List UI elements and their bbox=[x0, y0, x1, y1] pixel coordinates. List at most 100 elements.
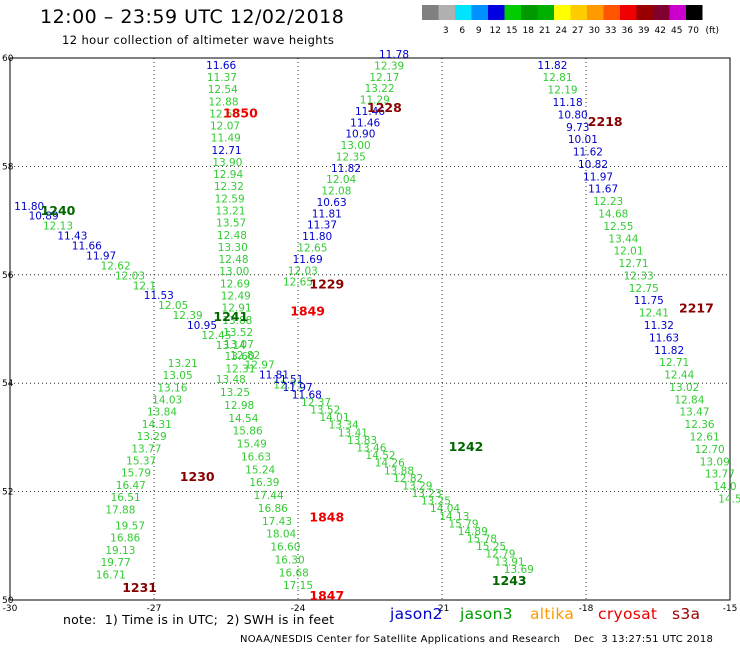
swh-value: 13.91 bbox=[495, 556, 525, 568]
pass-time-label: 1228 bbox=[367, 100, 402, 115]
swh-value: 12.1 bbox=[133, 280, 156, 292]
pass-time-label: 1230 bbox=[180, 469, 215, 484]
swh-value: 15.37 bbox=[126, 456, 156, 468]
swh-value: 11.66 bbox=[206, 60, 236, 72]
legend-tick-label: 6 bbox=[459, 26, 465, 36]
longitude-tick-label: -18 bbox=[579, 604, 594, 614]
swh-value: 18.04 bbox=[266, 529, 296, 541]
swh-value: 15.86 bbox=[233, 426, 263, 438]
swh-value: 12.84 bbox=[674, 394, 704, 406]
credit-line: NOAA/NESDIS Center for Satellite Applica… bbox=[240, 634, 714, 645]
swh-value: 12.98 bbox=[224, 400, 254, 412]
swh-value: 10.90 bbox=[345, 129, 375, 141]
swh-value: 11.18 bbox=[553, 97, 583, 109]
longitude-tick-label: -21 bbox=[435, 604, 450, 614]
swh-value: 11.81 bbox=[312, 208, 342, 220]
longitude-tick-label: -24 bbox=[291, 604, 306, 614]
swh-value: 12.03 bbox=[288, 265, 318, 277]
legend-swatch bbox=[570, 5, 587, 20]
swh-value: 12.62 bbox=[101, 260, 131, 272]
swh-value: 19.57 bbox=[115, 521, 145, 533]
legend-tick-label: 9 bbox=[476, 26, 482, 36]
swh-value: 13.00 bbox=[219, 266, 249, 278]
swh-value: 13.52 bbox=[310, 405, 340, 417]
pass-time-label: 1231 bbox=[122, 580, 157, 595]
swh-value: 12.03 bbox=[115, 270, 145, 282]
legend-tick-label: 27 bbox=[572, 26, 583, 36]
swh-value: 12.91 bbox=[222, 303, 252, 315]
swh-value: 11.63 bbox=[649, 332, 679, 344]
swh-value: 11.68 bbox=[292, 389, 322, 401]
legend-swatch bbox=[554, 5, 571, 20]
legend-tick-label: 39 bbox=[638, 26, 650, 36]
swh-value: 13.29 bbox=[402, 480, 432, 492]
swh-value: 13.07 bbox=[224, 339, 254, 351]
latitude-tick-label: 50 bbox=[2, 596, 14, 606]
swh-value: 14.54 bbox=[228, 413, 258, 425]
pass-time-label: 2218 bbox=[588, 114, 623, 129]
swh-value: 11.67 bbox=[588, 184, 618, 196]
legend-swatch bbox=[422, 5, 439, 20]
swh-value: 12.01 bbox=[613, 246, 643, 258]
pass-time-label: 1849 bbox=[290, 303, 325, 318]
swh-value: 12.65 bbox=[297, 242, 327, 254]
legend-swatch bbox=[471, 5, 488, 20]
legend-tick-label: 33 bbox=[605, 26, 616, 36]
swh-value: 13.23 bbox=[412, 488, 442, 500]
swh-value: 10.95 bbox=[187, 320, 217, 332]
page-title: 12:00 – 23:59 UTC 12/02/2018 bbox=[40, 6, 345, 28]
pass-time-label: 1847 bbox=[309, 588, 344, 603]
legend-tick-label: 18 bbox=[523, 26, 535, 36]
swh-value: 13.60 bbox=[225, 351, 255, 363]
swh-value: 11.82 bbox=[654, 345, 684, 357]
legend-tick-label: 15 bbox=[506, 26, 517, 36]
swh-value: 12.81 bbox=[542, 72, 572, 84]
swh-value: 12.37 bbox=[301, 397, 331, 409]
swh-value: 12.36 bbox=[685, 419, 715, 431]
color-scale-legend: 3 6 9 12 15 18 21 24 27 30 33 36 39 42 45 70 (ft) bbox=[422, 5, 719, 36]
legend-tick-label: 45 bbox=[671, 26, 682, 36]
swh-value: 16.63 bbox=[241, 451, 271, 463]
swh-value: 12.48 bbox=[218, 254, 248, 266]
swh-value: 11.37 bbox=[307, 220, 337, 232]
swh-value: 12.08 bbox=[321, 186, 351, 198]
swh-value: 12.41 bbox=[639, 308, 669, 320]
pass-time-label: 1229 bbox=[309, 276, 344, 291]
swh-value: 13.05 bbox=[163, 370, 193, 382]
legend-tick-label: 30 bbox=[589, 26, 601, 36]
swh-value: 13.29 bbox=[137, 431, 167, 443]
swh-value: 11.46 bbox=[350, 117, 380, 129]
swh-value: 13.88 bbox=[384, 465, 414, 477]
legend-tick-label: 3 bbox=[443, 26, 449, 36]
swh-value: 16.71 bbox=[96, 569, 126, 581]
swh-value: 15.49 bbox=[237, 439, 267, 451]
swh-value: 12.88 bbox=[208, 96, 238, 108]
satellite-jason2: jason2 bbox=[390, 605, 443, 623]
swh-value: 14.68 bbox=[598, 209, 628, 221]
swh-value: 12.94 bbox=[213, 169, 243, 181]
legend-swatch bbox=[587, 5, 604, 20]
swh-value: 16.51 bbox=[111, 492, 141, 504]
legend-swatch bbox=[521, 5, 538, 20]
swh-value: 15.79 bbox=[121, 468, 151, 480]
swh-value: 12.23 bbox=[593, 196, 623, 208]
swh-value: 12.05 bbox=[158, 300, 188, 312]
swh-value: 11.97 bbox=[86, 250, 116, 262]
swh-value: 11.80 bbox=[14, 201, 44, 213]
swh-value: 12.39 bbox=[374, 60, 404, 72]
legend-swatch bbox=[438, 5, 455, 20]
swh-value: 13.00 bbox=[341, 140, 371, 152]
swh-value: 13.02 bbox=[669, 382, 699, 394]
swh-value: 17.88 bbox=[105, 504, 135, 516]
swh-value: 12.32 bbox=[214, 181, 244, 193]
pass-time-label: 1243 bbox=[492, 573, 527, 588]
longitude-tick-label: -15 bbox=[723, 604, 738, 614]
swh-value: 15.25 bbox=[476, 541, 506, 553]
swh-value: 13.16 bbox=[157, 382, 187, 394]
legend-tick-label: 24 bbox=[556, 26, 568, 36]
legend-swatch bbox=[620, 5, 637, 20]
swh-value: 12.79 bbox=[485, 549, 515, 561]
swh-value: 11.69 bbox=[293, 254, 323, 266]
swh-value: 17.44 bbox=[254, 490, 284, 502]
